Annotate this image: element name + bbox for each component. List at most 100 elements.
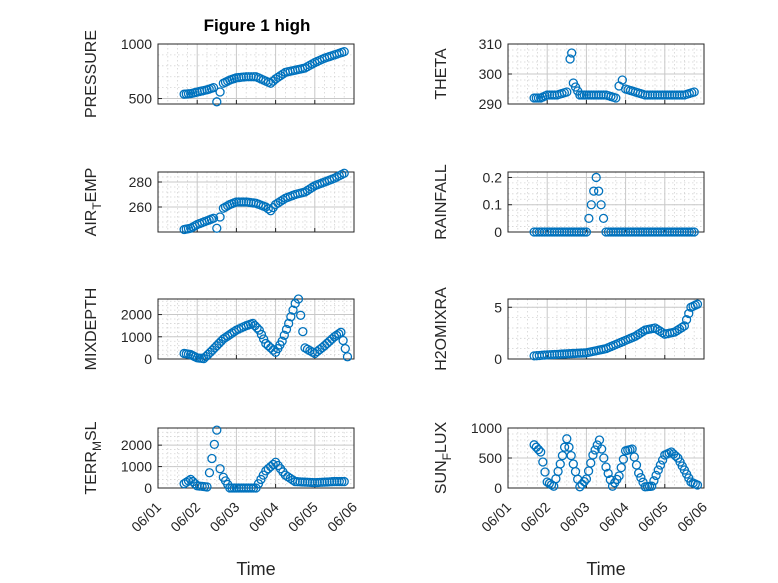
data-point <box>635 328 645 338</box>
data-point <box>618 454 629 464</box>
plot-frame <box>507 43 705 105</box>
data-point <box>616 227 626 237</box>
y-tick-label: 0 <box>494 351 502 367</box>
data-point <box>684 308 694 319</box>
x-tick-label: 06/04 <box>246 499 282 535</box>
x-tick-label: 06/03 <box>556 499 592 535</box>
data-point <box>591 90 601 100</box>
data-point <box>307 182 318 192</box>
data-point <box>603 468 613 479</box>
x-tick-label: 06/06 <box>324 499 360 535</box>
data-point <box>204 468 215 478</box>
data-point <box>212 425 222 435</box>
data-point <box>657 455 668 465</box>
y-tick-label: 310 <box>479 36 503 52</box>
data-point <box>283 472 293 482</box>
y-tick-label: 0.2 <box>483 169 503 185</box>
x-tick-label: 06/05 <box>635 499 671 535</box>
data-point <box>630 227 641 237</box>
data-point <box>536 447 546 457</box>
data-point <box>655 227 665 237</box>
data-point <box>655 460 666 470</box>
data-point <box>342 352 353 362</box>
series-markers <box>179 46 349 107</box>
data-point <box>275 70 286 81</box>
y-axis-label: AIRTEMP <box>83 168 104 237</box>
y-tick-label: 260 <box>129 199 153 215</box>
data-point <box>601 227 611 237</box>
plot-frame <box>157 298 355 360</box>
data-point <box>552 227 562 237</box>
data-point <box>337 476 347 487</box>
data-point <box>611 93 621 103</box>
data-point <box>596 444 607 454</box>
data-point <box>280 470 291 480</box>
data-point <box>625 227 636 237</box>
y-tick-label: 5 <box>494 299 502 315</box>
data-point <box>652 90 663 100</box>
y-tick-label: 1000 <box>121 329 152 345</box>
data-point <box>634 468 644 478</box>
data-point <box>338 335 348 346</box>
data-point <box>649 476 659 486</box>
data-point <box>268 345 278 355</box>
data-point <box>643 90 653 100</box>
x-tick-label: 06/02 <box>167 499 203 535</box>
data-point <box>667 227 677 237</box>
data-point <box>302 185 313 196</box>
series-markers <box>179 425 349 493</box>
data-point <box>566 450 576 461</box>
data-point <box>613 227 623 237</box>
series-markers <box>529 172 699 237</box>
data-point <box>281 324 292 335</box>
data-point <box>581 227 592 237</box>
data-point <box>545 227 555 237</box>
data-point <box>603 227 614 237</box>
data-point <box>279 330 289 340</box>
data-point <box>671 451 681 461</box>
y-tick-label: 290 <box>479 96 503 112</box>
data-point <box>275 196 286 207</box>
data-point <box>554 227 565 237</box>
data-point <box>586 200 596 210</box>
data-point <box>564 227 574 237</box>
y-tick-label: 2000 <box>121 307 152 323</box>
data-point <box>285 473 295 484</box>
data-point <box>589 186 599 196</box>
y-tick-label: 2000 <box>121 437 152 453</box>
data-point <box>565 54 575 64</box>
data-point <box>557 450 568 461</box>
data-point <box>564 442 574 452</box>
data-point <box>273 198 283 208</box>
data-point <box>684 227 694 237</box>
data-point <box>584 213 594 224</box>
y-axis-label: SUNFLUX <box>433 422 454 495</box>
data-point <box>567 48 577 58</box>
data-point <box>336 327 346 337</box>
data-point <box>278 195 288 205</box>
data-point <box>215 464 225 474</box>
data-point <box>270 199 281 210</box>
plot-frame <box>507 298 705 360</box>
data-point <box>618 227 628 237</box>
data-point <box>677 227 687 237</box>
data-point <box>339 476 349 487</box>
x-tick-label: 06/04 <box>596 499 632 535</box>
y-tick-label: 300 <box>479 66 503 82</box>
data-point <box>270 74 281 84</box>
data-point <box>284 318 294 329</box>
data-point <box>254 325 264 335</box>
data-point <box>614 471 624 481</box>
data-point <box>339 168 349 178</box>
y-axis-label: THETA <box>433 48 450 100</box>
data-point <box>651 470 661 481</box>
plot-frame <box>157 427 355 489</box>
y-tick-label: 280 <box>129 174 153 190</box>
data-point <box>655 90 665 100</box>
data-point <box>545 90 555 100</box>
data-point <box>298 326 308 337</box>
figure-title: Figure 1 high <box>204 16 311 35</box>
data-point <box>208 82 219 93</box>
data-point <box>679 227 690 237</box>
